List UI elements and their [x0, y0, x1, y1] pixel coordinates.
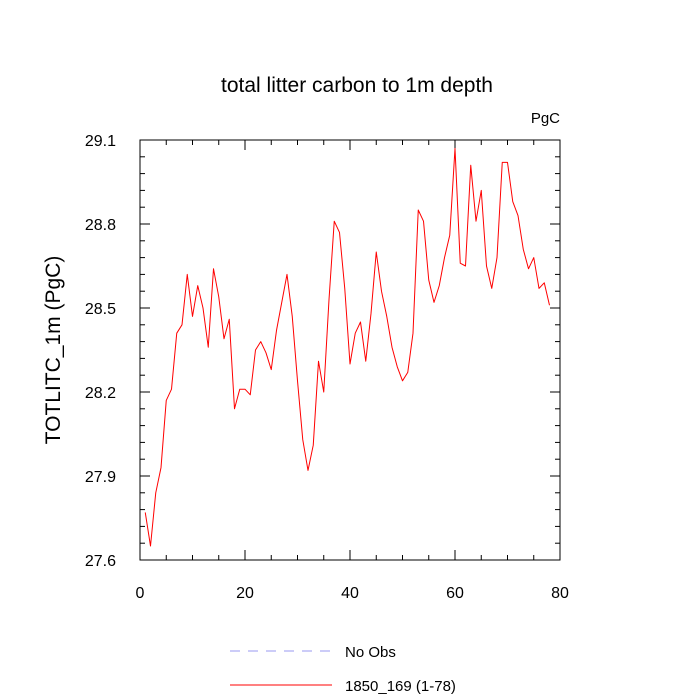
y-tick-label: 29.1: [85, 133, 116, 150]
x-tick-label: 60: [446, 585, 464, 602]
units-label: PgC: [531, 110, 560, 127]
legend-label: 1850_169 (1-78): [345, 678, 456, 695]
plot-frame: [139, 139, 561, 561]
y-axis-label: TOTLITC_1m (PgC): [42, 256, 65, 445]
x-tick-label: 80: [551, 585, 569, 602]
y-tick-label: 28.5: [85, 301, 116, 318]
series-layer: [144, 147, 550, 547]
x-tick-label: 40: [341, 585, 359, 602]
axis-ticks: [139, 139, 561, 561]
x-tick-label: 0: [136, 585, 145, 602]
y-tick-label: 28.2: [85, 385, 116, 402]
legend: No Obs 1850_169 (1-78): [230, 644, 456, 695]
tick-labels: 0 20 40 60 80 27.6 27.9 28.2 28.5 28.8 29.1: [85, 133, 569, 602]
legend-label: No Obs: [345, 644, 396, 661]
x-tick-label: 20: [236, 585, 254, 602]
y-tick-label: 27.6: [85, 553, 116, 570]
chart-title: total litter carbon to 1m depth: [221, 74, 493, 97]
series-line: [144, 147, 550, 547]
y-tick-label: 28.8: [85, 217, 116, 234]
y-tick-label: 27.9: [85, 469, 116, 486]
